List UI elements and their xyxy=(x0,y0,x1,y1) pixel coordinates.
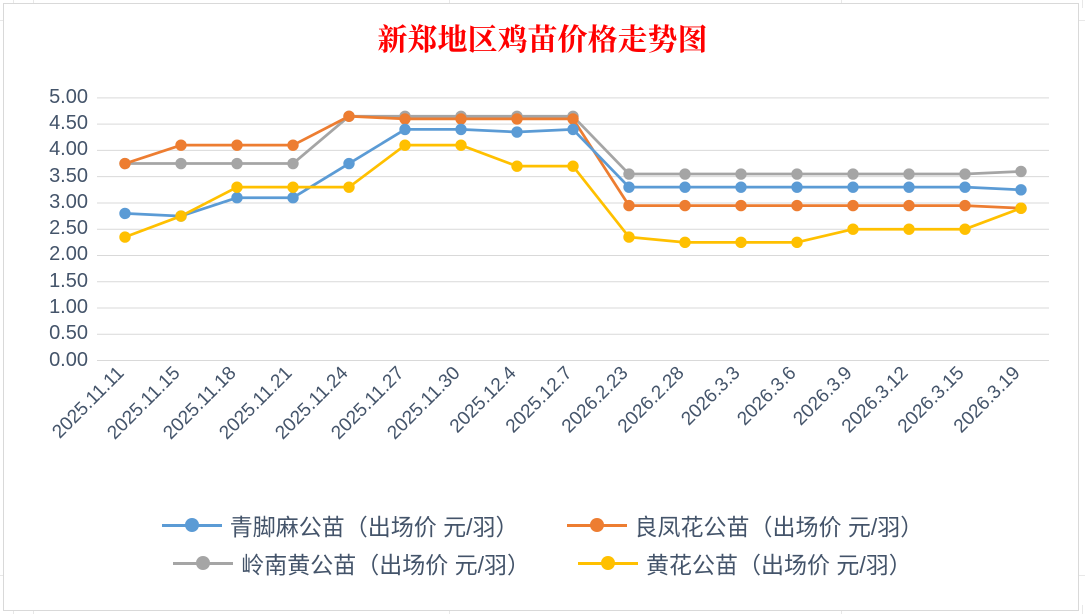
svg-text:2026.3.6: 2026.3.6 xyxy=(733,363,800,430)
svg-text:2026.3.3: 2026.3.3 xyxy=(677,363,744,430)
